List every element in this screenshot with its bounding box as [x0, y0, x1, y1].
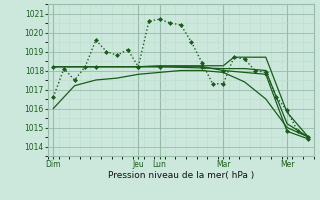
X-axis label: Pression niveau de la mer( hPa ): Pression niveau de la mer( hPa )	[108, 171, 254, 180]
